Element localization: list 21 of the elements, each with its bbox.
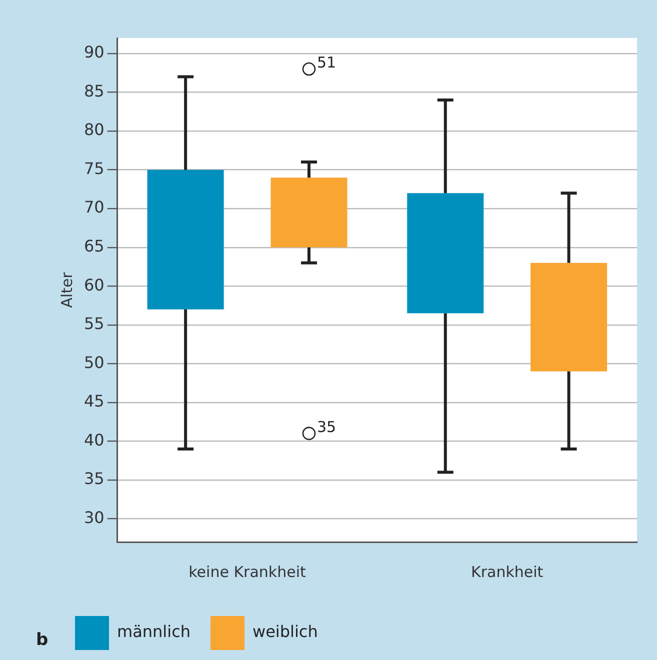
y-tick-label: 50 [84,352,104,372]
legend-label: männlich [117,622,190,642]
annotation: 51 [316,53,336,72]
y-tick-label: 55 [84,314,104,334]
y-tick-label: 90 [84,42,104,62]
y-tick-label: 30 [84,508,104,527]
x-tick-label: keine Krankheit [188,562,306,581]
y-tick-label: 65 [84,236,104,256]
y-tick-label: 85 [84,81,104,100]
y-tick-label: 45 [84,392,104,411]
text: b [36,630,48,650]
y-tick-label: 60 [84,275,104,294]
legend-label: weiblich [252,622,318,642]
y-tick-label: 35 [84,469,104,488]
y-tick-label: 80 [84,120,104,140]
y-tick-label: 40 [84,430,104,450]
annotation: 35 [316,418,336,436]
x-tick-label: Krankheit [470,562,544,581]
y-tick-label: 70 [84,198,104,217]
y-tick-label: 75 [84,158,104,178]
y-axis-title: Alter [58,271,76,308]
